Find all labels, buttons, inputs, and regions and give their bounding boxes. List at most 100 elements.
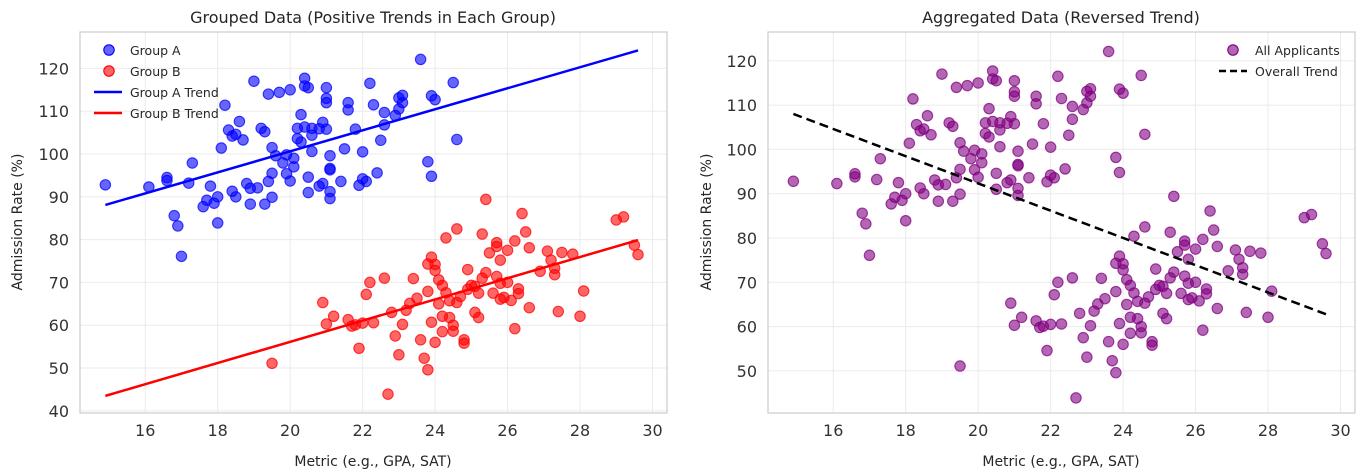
scatter-point-group-a: [237, 134, 249, 146]
scatter-point-all-applicants: [1128, 230, 1140, 242]
left-chart-panel: Grouped Data (Positive Trends in Each Gr…: [10, 8, 668, 470]
right-x-axis-label: Metric (e.g., GPA, SAT): [982, 454, 1139, 470]
scatter-point-group-a: [284, 84, 296, 96]
scatter-point-group-a: [320, 123, 333, 135]
scatter-point-all-applicants: [1164, 226, 1176, 238]
legend-marker: [1227, 44, 1239, 56]
scatter-point-group-b: [447, 319, 459, 331]
scatter-point-group-b: [425, 316, 438, 328]
right-legend: All Applicants Overall Trend: [1219, 43, 1340, 79]
scatter-point-all-applicants: [961, 79, 974, 92]
scatter-point-group-a: [273, 86, 286, 99]
scatter-point-group-b: [523, 301, 536, 314]
scatter-point-all-applicants: [1026, 138, 1039, 150]
scatter-point-group-a: [317, 177, 329, 190]
scatter-point-all-applicants: [1113, 166, 1126, 179]
scatter-point-group-a: [447, 76, 459, 89]
scatter-point-all-applicants: [983, 131, 995, 143]
scatter-point-group-a: [342, 96, 354, 109]
scatter-point-all-applicants: [1211, 302, 1224, 315]
scatter-point-group-a: [302, 186, 315, 199]
scatter-point-all-applicants: [983, 102, 995, 115]
scatter-point-all-applicants: [1110, 151, 1122, 164]
scatter-point-all-applicants: [1044, 318, 1057, 331]
scatter-point-all-applicants: [1124, 327, 1137, 340]
scatter-point-all-applicants: [1255, 247, 1267, 259]
scatter-point-group-b: [364, 276, 376, 289]
scatter-point-all-applicants: [1160, 287, 1173, 300]
scatter-point-all-applicants: [1146, 335, 1158, 348]
scatter-point-group-b: [516, 207, 528, 220]
scatter-point-all-applicants: [954, 163, 966, 176]
left-x-tick-label: 18: [208, 421, 228, 440]
scatter-point-group-a: [302, 81, 315, 94]
scatter-point-group-a: [429, 93, 441, 106]
scatter-point-group-a: [211, 217, 224, 229]
scatter-point-all-applicants: [903, 137, 916, 149]
scatter-point-group-b: [519, 226, 532, 238]
scatter-point-group-a: [306, 129, 318, 141]
scatter-point-all-applicants: [1110, 366, 1122, 379]
scatter-point-all-applicants: [1262, 311, 1274, 324]
scatter-point-all-applicants: [1168, 266, 1180, 278]
scatter-point-all-applicants: [1037, 117, 1050, 130]
scatter-point-group-b: [382, 388, 394, 400]
left-y-tick-label: 60: [49, 316, 69, 335]
left-plot-frame: [79, 31, 668, 414]
scatter-point-group-a: [230, 191, 242, 203]
scatter-point-all-applicants: [954, 360, 966, 372]
left-y-tick-label: 70: [49, 273, 69, 292]
scatter-point-all-applicants: [990, 167, 1003, 180]
scatter-point-group-b: [552, 305, 565, 318]
scatter-point-group-b: [436, 325, 449, 338]
scatter-point-group-b: [509, 322, 521, 335]
scatter-point-all-applicants: [1052, 70, 1064, 83]
scatter-point-group-b: [480, 193, 492, 206]
scatter-point-group-a: [356, 146, 369, 158]
scatter-point-all-applicants: [1110, 285, 1122, 298]
scatter-point-all-applicants: [1005, 297, 1017, 309]
left-x-tick-label: 30: [642, 421, 662, 440]
scatter-point-all-applicants: [1117, 264, 1129, 276]
scatter-point-all-applicants: [1059, 163, 1071, 175]
scatter-point-group-b: [509, 235, 521, 247]
right-y-tick-label: 60: [737, 318, 757, 337]
scatter-point-all-applicants: [787, 175, 800, 188]
scatter-point-all-applicants: [1073, 307, 1086, 320]
right-x-tick-label: 20: [968, 421, 988, 440]
scatter-point-group-a: [335, 175, 347, 188]
scatter-point-group-a: [262, 88, 275, 100]
scatter-point-all-applicants: [1030, 90, 1042, 102]
scatter-point-all-applicants: [936, 68, 948, 80]
scatter-point-all-applicants: [1207, 224, 1220, 236]
right-y-tick-label: 120: [726, 52, 757, 71]
scatter-point-group-a: [338, 143, 351, 155]
scatter-point-all-applicants: [1048, 172, 1061, 184]
scatter-point-group-b: [523, 242, 536, 254]
scatter-point-all-applicants: [1066, 272, 1079, 284]
scatter-point-group-b: [353, 342, 365, 355]
left-x-tick-label: 16: [135, 421, 155, 440]
scatter-point-all-applicants: [972, 77, 984, 89]
scatter-point-all-applicants: [1197, 233, 1209, 246]
scatter-point-group-b: [422, 364, 434, 376]
scatter-point-all-applicants: [1070, 392, 1082, 404]
right-x-tick-label: 28: [1258, 421, 1278, 440]
scatter-point-group-a: [367, 99, 380, 111]
scatter-point-all-applicants: [860, 218, 872, 230]
scatter-point-group-a: [396, 89, 409, 102]
scatter-point-group-a: [364, 77, 376, 90]
scatter-point-all-applicants: [1135, 69, 1147, 82]
scatter-point-all-applicants: [1182, 253, 1195, 266]
scatter-point-all-applicants: [1005, 174, 1017, 186]
left-y-tick-label: 40: [49, 402, 69, 421]
scatter-point-group-b: [429, 336, 441, 349]
scatter-point-all-applicants: [1062, 129, 1075, 141]
scatter-point-group-b: [476, 228, 488, 240]
scatter-point-all-applicants: [1197, 324, 1209, 336]
scatter-point-group-a: [99, 179, 112, 191]
scatter-point-group-a: [186, 157, 199, 169]
scatter-point-group-a: [306, 145, 318, 158]
scatter-point-group-a: [233, 115, 246, 128]
scatter-point-all-applicants: [932, 195, 945, 207]
